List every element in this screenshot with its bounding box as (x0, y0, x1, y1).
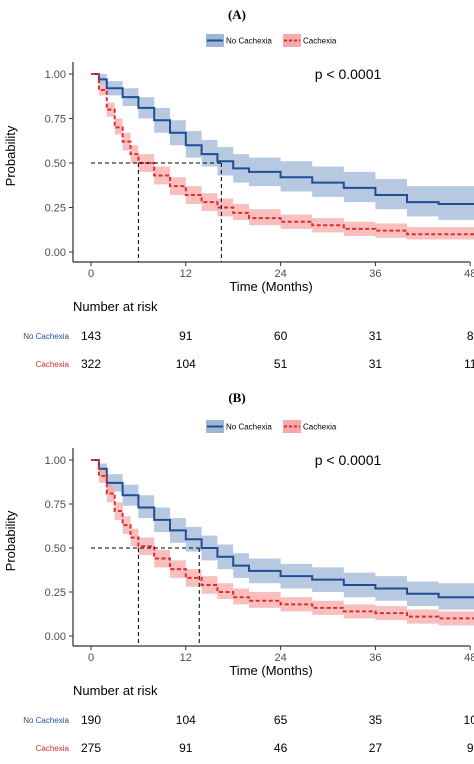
risk-count: 31 (369, 357, 383, 371)
x-axis-title: Time (Months) (229, 663, 312, 678)
panel-a: (A) No Cachexia Cachexia 0.00 0.25 0.50 0.75 1.… (3, 7, 474, 371)
risk-row: No Cachexia 143 91 60 31 8 (23, 329, 474, 343)
x-tick-label: 24 (274, 268, 286, 280)
legend-item-cachexia: Cachexia (283, 420, 337, 433)
y-tick-label: 0.75 (45, 499, 66, 511)
risk-table-title: Number at risk (73, 683, 158, 698)
risk-count: 11 (464, 357, 474, 371)
risk-count: 322 (81, 357, 101, 371)
ci-band-no-cachexia (91, 74, 474, 220)
risk-count: 51 (274, 357, 288, 371)
survival-curve-cachexia (91, 459, 474, 620)
x-tick-label: 48 (464, 652, 474, 664)
risk-count: 65 (274, 713, 288, 727)
legend-item-no-cachexia: No Cachexia (206, 34, 272, 47)
x-tick-label: 0 (88, 652, 94, 664)
risk-count: 31 (369, 329, 383, 343)
y-tick-label: 0.50 (45, 158, 66, 170)
panel-label: (A) (228, 7, 246, 22)
y-tick-label: 1.00 (45, 455, 66, 467)
risk-count: 35 (369, 713, 383, 727)
risk-row: Cachexia 322 104 51 31 11 (36, 357, 474, 371)
x-tick-label: 36 (369, 652, 381, 664)
x-tick-label: 48 (464, 268, 474, 280)
x-tick-label: 24 (274, 652, 286, 664)
legend-label: No Cachexia (226, 423, 272, 432)
p-value: p < 0.0001 (315, 452, 382, 468)
risk-table: Number at risk No Cachexia 190 104 65 35 10 Cac… (23, 683, 474, 755)
risk-row: No Cachexia 190 104 65 35 10 (23, 713, 474, 727)
panel-b: (B) No Cachexia Cachexia 0.00 0.25 0.50 0.75 1.… (3, 390, 474, 755)
x-tick-label: 36 (369, 268, 381, 280)
y-tick-label: 0.00 (45, 247, 66, 259)
legend-label: No Cachexia (226, 37, 272, 46)
ci-band-cachexia (91, 74, 474, 240)
x-tick-label: 12 (180, 652, 192, 664)
legend-item-cachexia: Cachexia (283, 34, 337, 47)
y-tick-label: 0.25 (45, 203, 66, 215)
legend: No Cachexia Cachexia (206, 420, 337, 433)
legend-label: Cachexia (303, 37, 337, 46)
risk-count: 10 (464, 713, 474, 727)
y-axis-title: Probability (3, 510, 18, 571)
x-tick-label: 12 (180, 268, 192, 280)
legend-label: Cachexia (303, 423, 337, 432)
risk-row-label: No Cachexia (23, 716, 69, 725)
risk-count: 27 (369, 741, 383, 755)
risk-table-title: Number at risk (73, 299, 158, 314)
y-tick-label: 0.75 (45, 114, 66, 126)
risk-count: 9 (467, 741, 474, 755)
risk-count: 143 (81, 329, 101, 343)
risk-table: Number at risk No Cachexia 143 91 60 31 8 Cache… (23, 299, 474, 371)
survival-curve-no-cachexia (91, 73, 474, 205)
x-tick-label: 0 (88, 268, 94, 280)
risk-count: 190 (81, 713, 101, 727)
p-value: p < 0.0001 (315, 66, 382, 82)
risk-row-label: Cachexia (36, 360, 70, 369)
risk-count: 104 (176, 357, 196, 371)
risk-row: Cachexia 275 91 46 27 9 (36, 741, 474, 755)
survival-curve-no-cachexia (91, 459, 474, 599)
ci-band-no-cachexia (91, 460, 474, 610)
survival-curve-cachexia (91, 73, 474, 236)
risk-row-label: Cachexia (36, 744, 70, 753)
legend-item-no-cachexia: No Cachexia (206, 420, 272, 433)
y-tick-label: 0.50 (45, 543, 66, 555)
risk-count: 91 (179, 741, 193, 755)
legend: No Cachexia Cachexia (206, 34, 337, 47)
risk-count: 46 (274, 741, 288, 755)
risk-count: 91 (179, 329, 193, 343)
risk-count: 275 (81, 741, 101, 755)
panel-label: (B) (228, 390, 245, 405)
risk-count: 8 (467, 329, 474, 343)
risk-row-label: No Cachexia (23, 332, 69, 341)
x-axis-title: Time (Months) (229, 279, 312, 294)
ci-band-cachexia (91, 460, 474, 626)
y-tick-label: 0.25 (45, 587, 66, 599)
y-tick-label: 0.00 (45, 631, 66, 643)
risk-count: 60 (274, 329, 288, 343)
y-axis-title: Probability (3, 125, 18, 186)
y-tick-label: 1.00 (45, 69, 66, 81)
risk-count: 104 (176, 713, 196, 727)
